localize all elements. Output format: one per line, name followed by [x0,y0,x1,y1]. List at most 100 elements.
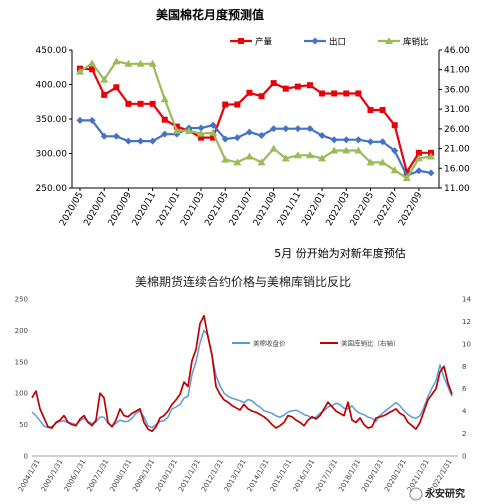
stock-ratio-point [136,59,145,67]
chart1-left-tick-label: 400.00 [36,81,68,91]
watermark: 永安研究 [409,487,465,501]
legend-stock-ratio-marker [385,37,393,44]
production-point [234,101,241,108]
chart1-left-tick-label: 350.00 [36,115,68,125]
chart2-x-tick-label: 2019/1/31 [360,458,385,493]
series-production [77,65,434,176]
export-point [221,135,229,143]
chart1-x-tick-label: 2022/01 [300,191,327,228]
stock-ratio-point [414,154,423,162]
production-point [331,90,338,97]
chart1-legend: 产量 出口 库销比 [230,37,429,48]
export-point [161,130,169,138]
production-line [79,67,431,175]
chart2-right-tick-label: 6 [462,385,467,393]
chart1-x-tick-label: 2022/09 [397,190,424,228]
stock-ratio-point [269,144,278,152]
export-point [88,116,96,124]
export-point [306,125,314,133]
legend-futures-price-label: 美棉收盘价 [253,339,286,348]
legend-us-stock-ratio-label: 美国库销比（右轴） [341,339,400,348]
series-stock-ratio [76,57,435,182]
chart1-right-tick-label: 21.00 [444,145,470,155]
chart2-x-tick-label: 2012/1/31 [200,458,225,493]
chart2-x-tick-label: 2020/1/31 [383,458,408,493]
stock-ratio-point [88,59,97,67]
production-point [101,91,108,98]
stock-ratio-point [197,129,206,137]
export-point [342,136,350,144]
production-point [294,83,301,90]
chart-futures-vs-stock-ratio: 美棉期货连续合约价格与美棉库销比反比 美棉收盘价 美国库销比（右轴） 050100… [15,274,472,493]
chart2-x-tick-label: 2013/1/31 [223,458,248,493]
chart1-x-tick-label: 2020/05 [58,191,85,228]
us-stock-ratio-line [31,314,453,433]
stock-ratio-point [209,128,218,136]
chart2-x-tick-label: 2005/1/31 [40,458,65,493]
futures-price-line [31,329,453,429]
export-line [80,119,432,177]
stock-ratio-point [281,154,290,162]
stock-ratio-point [330,146,339,154]
chart2-right-tick-label: 8 [462,363,466,371]
export-point [233,134,241,142]
production-point [246,89,253,96]
stock-ratio-point [221,155,230,163]
chart2-right-tick-label: 2 [462,430,466,438]
legend-stock-ratio-label: 库销比 [403,37,429,48]
chart2-right-tick-label: 10 [462,340,471,348]
stock-ratio-point [160,95,169,103]
chart2-x-tick-label: 2008/1/31 [108,458,133,493]
chart2-axes: 0 50 100 150 200 250 0 2 4 6 8 10 12 14 2004/1/312005/… [15,296,472,494]
stock-ratio-point [427,152,435,160]
chart1-left-tick-label: 250.00 [36,184,68,194]
export-point [112,132,120,140]
stock-ratio-point [402,174,411,182]
legend-production-marker [238,38,244,44]
stock-ratio-point [257,158,266,166]
chart2-x-tick-label: 2007/1/31 [86,458,111,493]
stock-ratio-line [79,60,432,180]
stock-ratio-point [318,154,327,162]
stock-ratio-point [390,166,399,174]
stock-ratio-point [342,146,351,154]
production-point [355,90,362,97]
chart2-marks [31,314,453,433]
production-point [137,100,144,107]
chart2-title: 美棉期货连续合约价格与美棉库销比反比 [135,274,351,289]
chart1-title: 美国棉花月度预测值 [156,7,264,22]
export-point [366,138,374,146]
chart1-right-tick-label: 46.00 [444,46,470,56]
production-point [149,100,156,107]
chart1-x-tick-label: 2021/03 [179,191,206,228]
chart2-x-tick-label: 2016/1/31 [292,458,317,493]
chart2-x-tick-label: 2018/1/31 [337,458,362,493]
chart2-right-tick-label: 4 [462,408,467,416]
stock-ratio-point [378,158,387,166]
export-point [245,128,253,136]
chart2-x-tick-label: 2006/1/31 [63,458,88,493]
legend-production-label: 产量 [255,37,273,48]
stock-ratio-point [112,57,121,65]
chart1-x-tick-label: 2022/05 [349,191,376,228]
chart1-right-tick-label: 16.00 [444,164,470,174]
chart1-x-tick-label: 2021/09 [252,190,279,228]
stock-ratio-point [366,158,375,166]
chart2-x-tick-label: 2017/1/31 [314,458,339,493]
export-point [391,147,399,155]
production-point [222,101,229,108]
stock-ratio-point [293,151,302,159]
chart2-x-tick-label: 2022/1/31 [429,458,454,493]
stock-ratio-point [124,59,133,67]
chart1-left-tick-label: 450.00 [36,46,68,56]
export-point [76,116,84,124]
export-point [197,124,205,132]
production-point [198,134,205,141]
production-point [113,84,120,91]
chart2-x-tick-label: 2004/1/31 [17,458,42,493]
chart2-right-tick-label: 0 [462,453,466,461]
chart1-right-tick-label: 11.00 [444,184,470,194]
chart-us-cotton-monthly: 美国棉花月度预测值 产量 出口 库销比 250.00 300.00 350.00 400.… [36,7,471,260]
export-point [427,169,435,177]
